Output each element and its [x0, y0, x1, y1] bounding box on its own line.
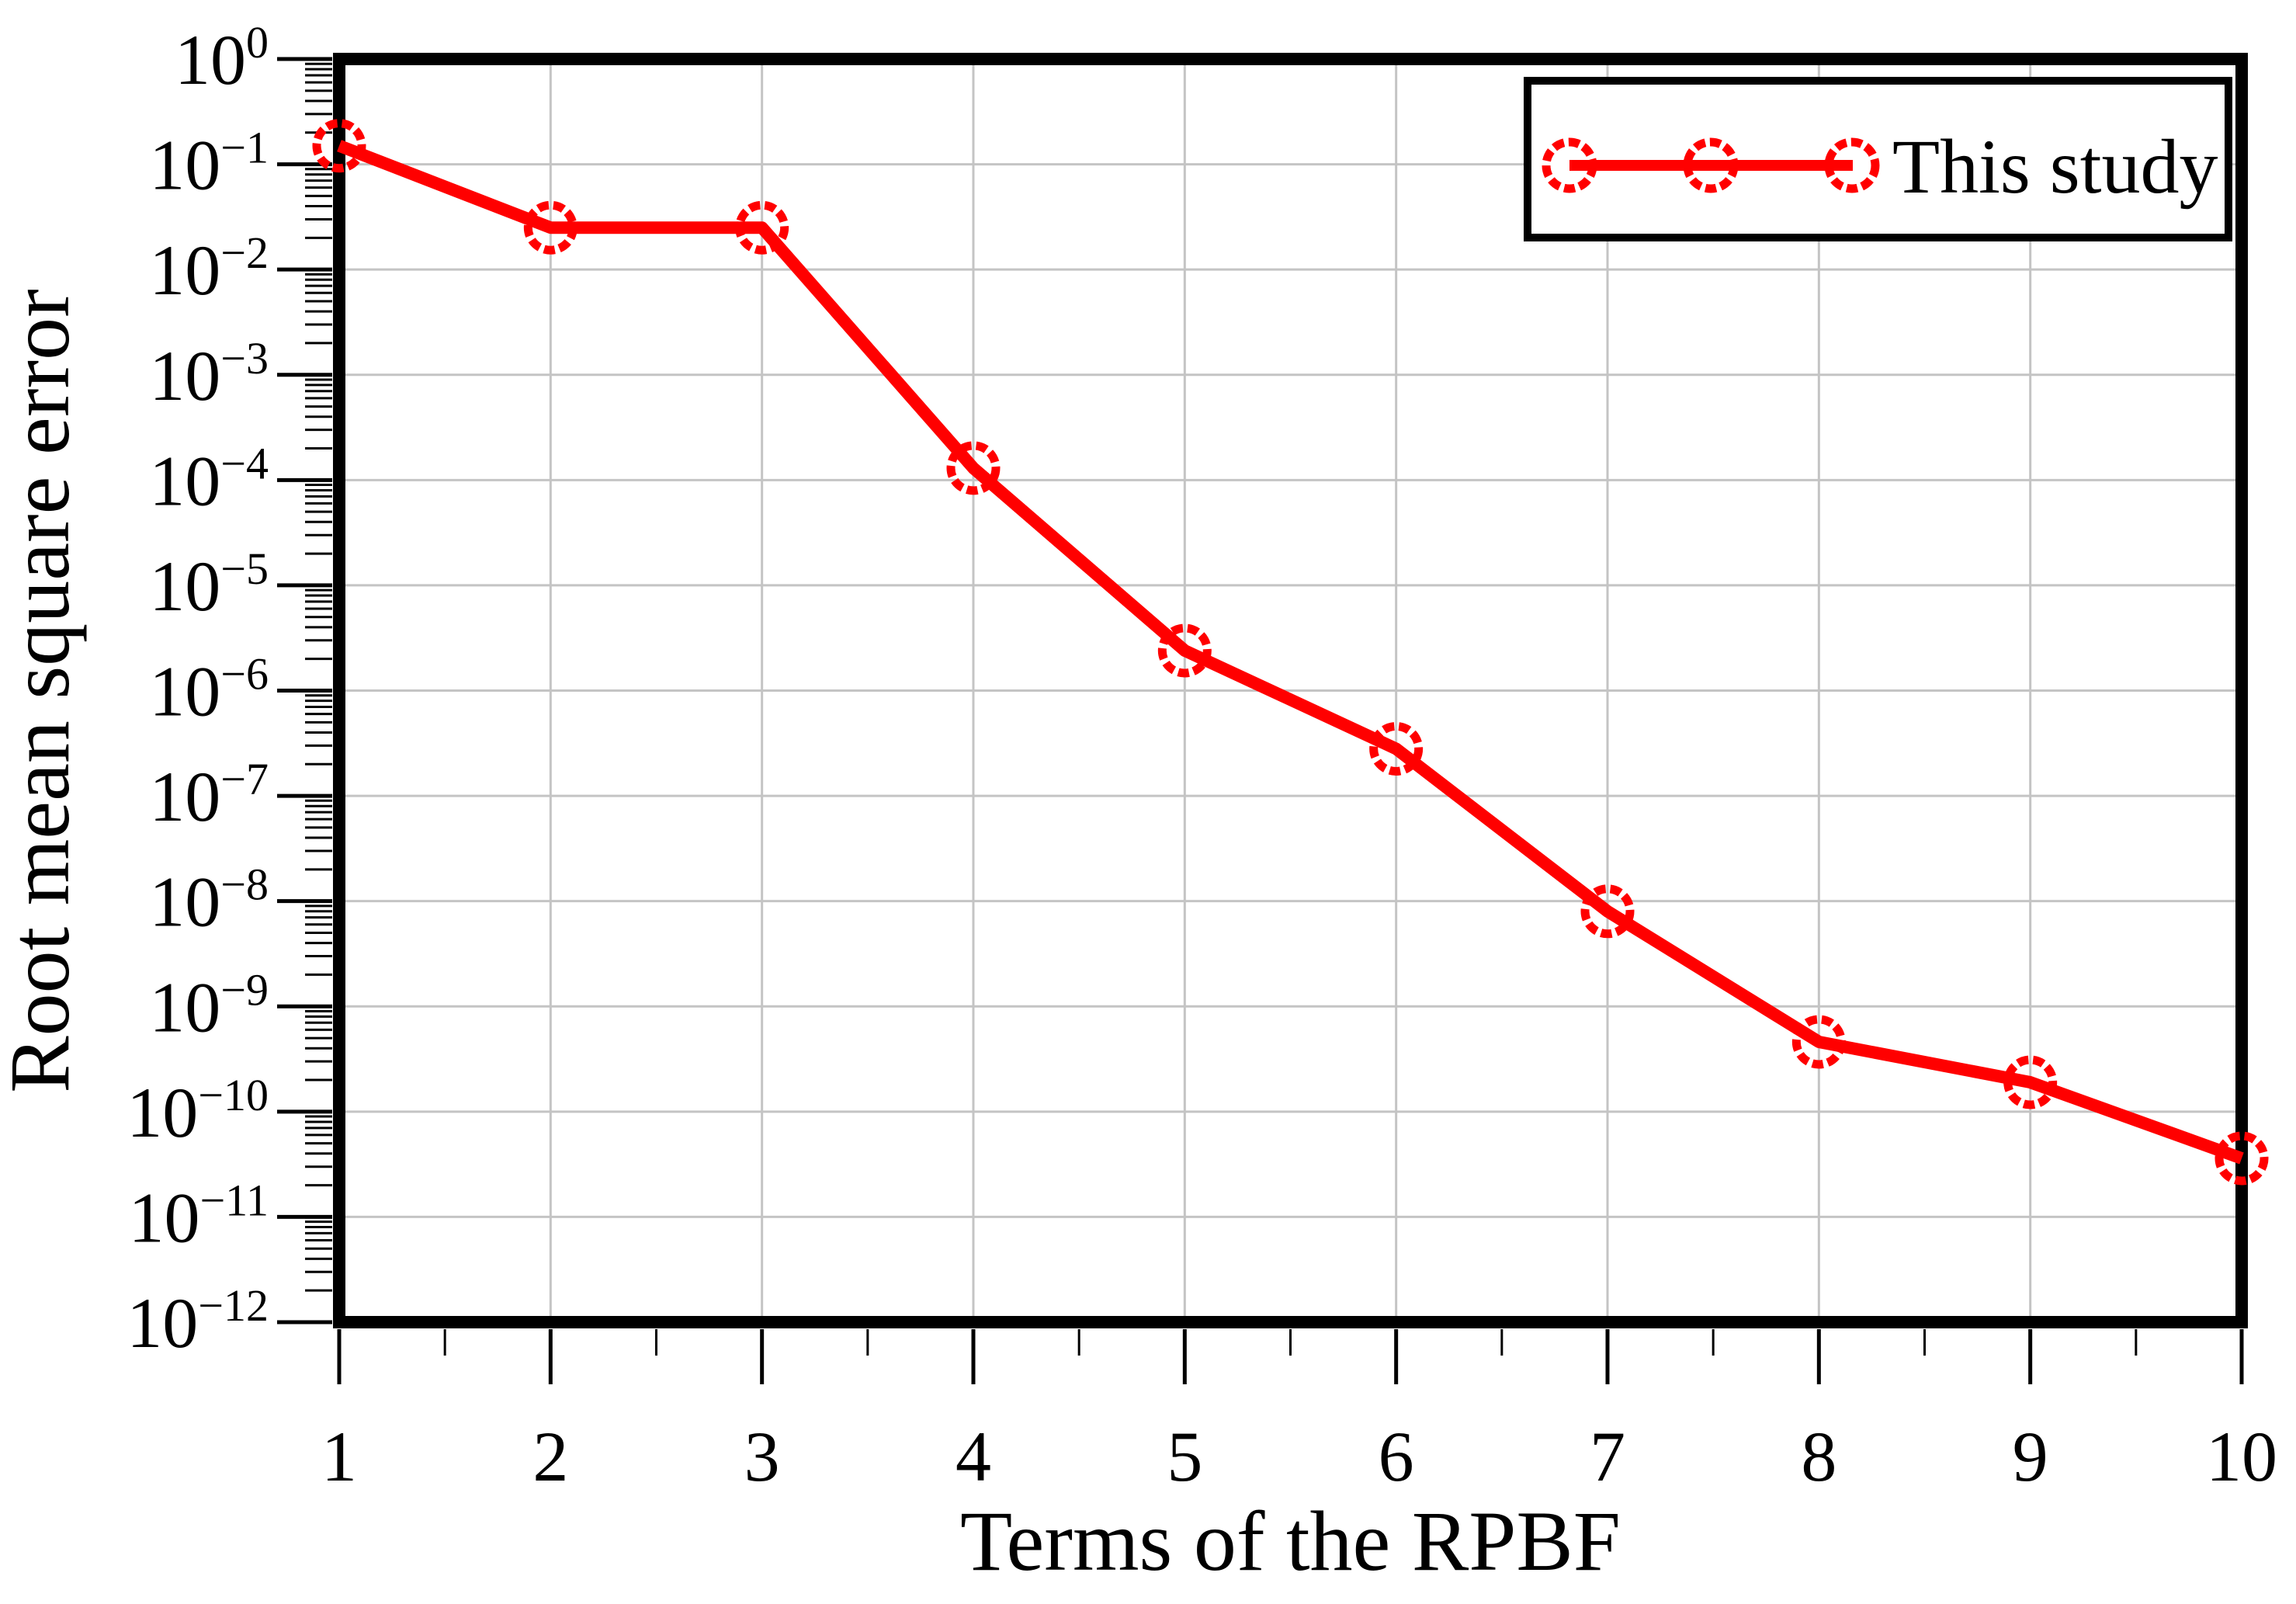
- data-point-marker: [1580, 884, 1635, 939]
- data-point-marker: [1157, 623, 1212, 678]
- x-tick-label: 10: [2206, 1417, 2277, 1496]
- y-tick-label: 10−12: [127, 1280, 269, 1363]
- y-tick-label: 10−3: [149, 333, 269, 415]
- data-point-marker: [312, 119, 366, 173]
- x-tick-label: 6: [1379, 1417, 1414, 1496]
- y-tick-label: 10−6: [149, 649, 269, 731]
- data-point-marker: [946, 441, 1001, 495]
- data-point-marker: [735, 200, 789, 255]
- x-tick-label: 8: [1801, 1417, 1836, 1496]
- plot-frame: [333, 53, 2248, 1328]
- y-tick-label: 10−5: [149, 543, 269, 626]
- x-tick-label: 2: [532, 1417, 568, 1496]
- x-axis-title: Terms of the RPBF: [960, 1494, 1621, 1588]
- x-tick-label: 3: [744, 1417, 780, 1496]
- data-point-marker: [1369, 721, 1424, 776]
- legend-marker-icon: [1542, 137, 1597, 193]
- legend-group: This study: [1524, 77, 2232, 241]
- x-tick-label: 1: [321, 1417, 357, 1496]
- data-point-marker: [1791, 1015, 1846, 1069]
- gridlines-group: [339, 59, 2242, 1322]
- y-axis-title: Root mean square error: [0, 289, 87, 1092]
- legend-label: This study: [1892, 123, 2218, 210]
- legend-marker-icon: [1683, 137, 1739, 193]
- y-tick-label: 10−4: [149, 438, 269, 520]
- y-tick-label: 10−7: [149, 754, 269, 836]
- series-group: [312, 119, 2269, 1186]
- y-tick-label: 10−11: [128, 1175, 269, 1257]
- series-line-this-study: [337, 140, 2244, 1165]
- x-tick-label: 9: [2013, 1417, 2048, 1496]
- x-tick-label: 5: [1167, 1417, 1202, 1496]
- y-tick-label: 100: [175, 17, 269, 99]
- y-tick-label: 10−10: [127, 1070, 269, 1152]
- y-tick-label: 10−9: [149, 964, 269, 1047]
- y-tick-label: 10−2: [149, 227, 269, 310]
- y-tick-label: 10−1: [149, 123, 269, 205]
- y-tick-label: 10−8: [149, 859, 269, 942]
- axis-labels-group: 100 10−1 10−2 10−3 10−4 10−5 10−6 10−7 10−8 10−9 1…: [0, 17, 2277, 1588]
- ticks-group: [277, 57, 2244, 1384]
- data-point-marker: [2003, 1055, 2058, 1109]
- x-tick-label: 4: [956, 1417, 991, 1496]
- x-tick-label: 7: [1590, 1417, 1625, 1496]
- plot-frame-group: [333, 53, 2248, 1328]
- data-point-marker: [2214, 1131, 2269, 1186]
- legend-marker-icon: [1824, 137, 1880, 193]
- data-point-marker: [523, 200, 577, 255]
